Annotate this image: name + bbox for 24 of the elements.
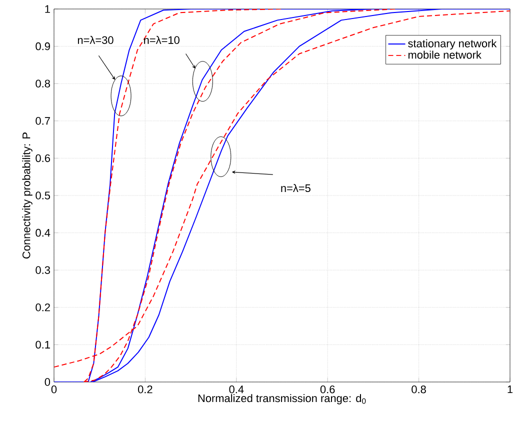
y-tick-label: 0.5	[36, 192, 50, 200]
annotation: n=λ=30	[78, 36, 114, 44]
annotation: n=λ=10	[144, 36, 180, 44]
x-tick-label: 0	[51, 386, 57, 394]
x-axis-title: Normalized transmission range: d$_{0}$	[198, 394, 366, 404]
y-tick-label: 0.9	[36, 42, 50, 50]
y-tick-label: 0.7	[36, 117, 50, 125]
x-tick-label: 1	[508, 386, 513, 394]
y-tick-label: 0.2	[36, 304, 50, 312]
x-tick-label: 0.2	[138, 386, 152, 394]
y-tick-label: 0.8	[36, 80, 50, 88]
annotation: n=λ=5	[281, 184, 310, 192]
y-tick-label: 0	[44, 378, 50, 386]
x-tick-label: 0.4	[229, 386, 244, 394]
y-tick-label: 0.6	[36, 154, 50, 162]
x-tick-label: 0.6	[320, 386, 335, 394]
y-axis-title: Connectivity probability: P	[22, 132, 32, 258]
legend-label: mobile network	[408, 50, 482, 59]
y-tick-label: 0.1	[36, 340, 50, 349]
x-tick-label: 0.8	[412, 386, 426, 394]
y-tick-label: 0.4	[36, 228, 50, 237]
y-tick-label: 1	[45, 5, 50, 13]
legend-label: stationary network	[408, 39, 497, 50]
y-tick-label: 0.3	[36, 266, 50, 274]
